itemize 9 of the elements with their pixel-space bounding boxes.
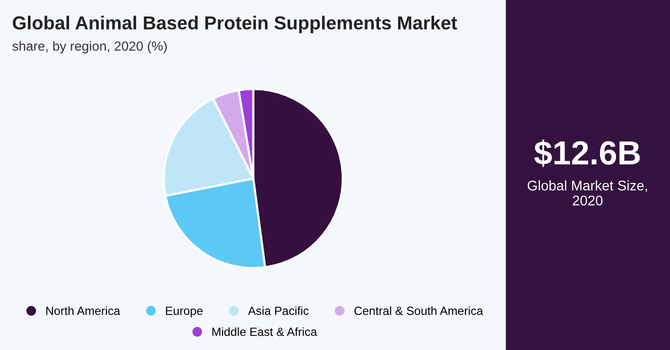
- legend-label: Europe: [166, 306, 203, 318]
- legend-label: Central & South America: [354, 306, 484, 316]
- legend-label: Middle East & Africa: [212, 327, 318, 336]
- text: $12.6B: [534, 140, 640, 167]
- chart-subtitle: share, by region, 2020 (%): [12, 41, 167, 54]
- legend-label: North America: [46, 306, 120, 316]
- chart-title: Global Animal Based Protein Supplements Market: [12, 16, 458, 34]
- legend-label: Asia Pacific: [248, 306, 309, 316]
- text: Global Market Size, 2020: [528, 180, 647, 206]
